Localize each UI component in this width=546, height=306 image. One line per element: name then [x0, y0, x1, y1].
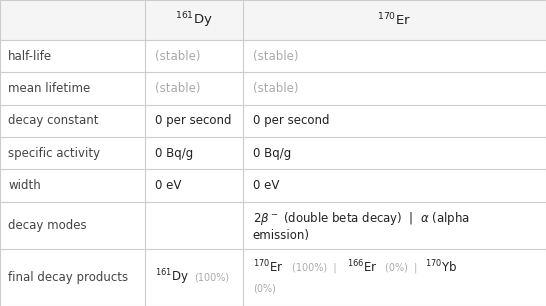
Text: (0%)  |: (0%) | — [385, 262, 424, 273]
Text: 0 per second: 0 per second — [155, 114, 231, 127]
Text: $^{170}$Yb: $^{170}$Yb — [425, 259, 457, 276]
Text: half-life: half-life — [8, 50, 52, 63]
Text: (stable): (stable) — [253, 82, 298, 95]
Text: decay modes: decay modes — [8, 219, 87, 232]
Text: 0 eV: 0 eV — [155, 179, 181, 192]
Text: final decay products: final decay products — [8, 271, 128, 284]
Text: $^{170}$Er: $^{170}$Er — [253, 259, 283, 276]
Text: specific activity: specific activity — [8, 147, 100, 160]
Text: (stable): (stable) — [155, 82, 200, 95]
Text: 0 per second: 0 per second — [253, 114, 329, 127]
Text: $^{161}$Dy: $^{161}$Dy — [175, 10, 213, 30]
Text: 0 eV: 0 eV — [253, 179, 279, 192]
Bar — [0, 0, 546, 40]
Text: $^{166}$Er: $^{166}$Er — [347, 259, 377, 276]
Text: $^{170}$Er: $^{170}$Er — [377, 12, 412, 28]
Text: mean lifetime: mean lifetime — [8, 82, 91, 95]
Text: (stable): (stable) — [253, 50, 298, 63]
Text: emission): emission) — [253, 230, 310, 242]
Text: (stable): (stable) — [155, 50, 200, 63]
Text: width: width — [8, 179, 41, 192]
Text: (100%): (100%) — [194, 273, 229, 283]
Text: $2\beta^-$ (double beta decay)  |  $\alpha$ (alpha: $2\beta^-$ (double beta decay) | $\alpha… — [253, 210, 470, 227]
Text: 0 Bq/g: 0 Bq/g — [155, 147, 193, 160]
Text: (100%)  |: (100%) | — [292, 262, 343, 273]
Text: decay constant: decay constant — [8, 114, 99, 127]
Text: $^{161}$Dy: $^{161}$Dy — [155, 268, 188, 287]
Text: 0 Bq/g: 0 Bq/g — [253, 147, 291, 160]
Text: (0%): (0%) — [253, 284, 276, 294]
